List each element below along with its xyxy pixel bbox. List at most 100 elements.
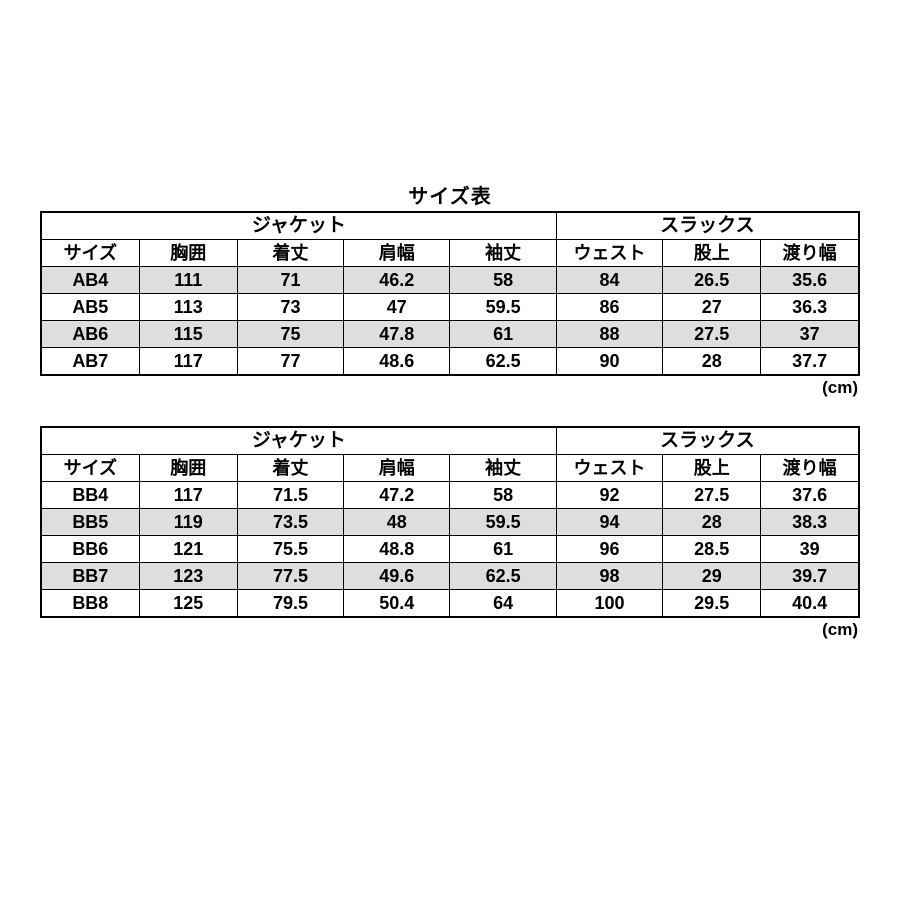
col-length: 着丈 (237, 240, 343, 267)
table-row: BB612175.548.8619628.539 (41, 536, 859, 563)
col-waist: ウェスト (556, 455, 662, 482)
table-cell: 49.6 (344, 563, 450, 590)
table-cell: 113 (139, 294, 237, 321)
table-cell: 115 (139, 321, 237, 348)
col-chest: 胸囲 (139, 455, 237, 482)
table-cell: 46.2 (344, 267, 450, 294)
table-cell: 125 (139, 590, 237, 618)
col-size: サイズ (41, 455, 139, 482)
col-thigh: 渡り幅 (761, 455, 859, 482)
table-cell: 96 (556, 536, 662, 563)
table-cell: 50.4 (344, 590, 450, 618)
table-cell: BB4 (41, 482, 139, 509)
table-cell: 28 (663, 348, 761, 376)
table-cell: 26.5 (663, 267, 761, 294)
group-header-slacks: スラックス (556, 212, 859, 240)
table-cell: 37.6 (761, 482, 859, 509)
table-cell: 92 (556, 482, 662, 509)
table-cell: 47 (344, 294, 450, 321)
col-rise: 股上 (663, 240, 761, 267)
col-length: 着丈 (237, 455, 343, 482)
table-row: BB712377.549.662.5982939.7 (41, 563, 859, 590)
table-cell: 37 (761, 321, 859, 348)
table-row: BB812579.550.46410029.540.4 (41, 590, 859, 618)
page: サイズ表 ジャケット スラックス サイズ 胸囲 着丈 肩幅 袖丈 ウェスト 股上… (0, 0, 900, 900)
table-cell: 27.5 (663, 482, 761, 509)
group-header-jacket: ジャケット (41, 212, 556, 240)
column-header-row: サイズ 胸囲 着丈 肩幅 袖丈 ウェスト 股上 渡り幅 (41, 240, 859, 267)
table-cell: 27 (663, 294, 761, 321)
table-cell: 90 (556, 348, 662, 376)
table-cell: AB6 (41, 321, 139, 348)
table-cell: 121 (139, 536, 237, 563)
table-gap (40, 398, 860, 426)
table-cell: 86 (556, 294, 662, 321)
table-cell: 36.3 (761, 294, 859, 321)
table-cell: 35.6 (761, 267, 859, 294)
table-cell: 98 (556, 563, 662, 590)
table-cell: 58 (450, 267, 556, 294)
table-cell: 73.5 (237, 509, 343, 536)
table-cell: 28 (663, 509, 761, 536)
table-cell: 28.5 (663, 536, 761, 563)
table-row: AB5113734759.5862736.3 (41, 294, 859, 321)
table-cell: BB6 (41, 536, 139, 563)
group-header-row: ジャケット スラックス (41, 427, 859, 455)
table-cell: 79.5 (237, 590, 343, 618)
table-cell: 75.5 (237, 536, 343, 563)
table-cell: 47.8 (344, 321, 450, 348)
column-header-row: サイズ 胸囲 着丈 肩幅 袖丈 ウェスト 股上 渡り幅 (41, 455, 859, 482)
table-cell: 75 (237, 321, 343, 348)
table1-body: AB41117146.2588426.535.6AB5113734759.586… (41, 267, 859, 376)
table-cell: 123 (139, 563, 237, 590)
table-cell: 48.6 (344, 348, 450, 376)
table-cell: 77.5 (237, 563, 343, 590)
table-cell: 48 (344, 509, 450, 536)
table-cell: 27.5 (663, 321, 761, 348)
table-cell: 29.5 (663, 590, 761, 618)
table-cell: 88 (556, 321, 662, 348)
table-cell: 38.3 (761, 509, 859, 536)
table-row: BB411771.547.2589227.537.6 (41, 482, 859, 509)
col-sleeve: 袖丈 (450, 240, 556, 267)
table-row: AB61157547.8618827.537 (41, 321, 859, 348)
table-cell: 61 (450, 536, 556, 563)
table-cell: 61 (450, 321, 556, 348)
table-cell: AB4 (41, 267, 139, 294)
page-title: サイズ表 (40, 180, 860, 209)
table-cell: AB7 (41, 348, 139, 376)
table-cell: 71 (237, 267, 343, 294)
col-rise: 股上 (663, 455, 761, 482)
table-row: AB41117146.2588426.535.6 (41, 267, 859, 294)
table-cell: 100 (556, 590, 662, 618)
table-cell: 59.5 (450, 509, 556, 536)
unit-label-2: (cm) (40, 620, 858, 640)
table-cell: 84 (556, 267, 662, 294)
table-row: AB71177748.662.5902837.7 (41, 348, 859, 376)
col-shoulder: 肩幅 (344, 240, 450, 267)
table-cell: 37.7 (761, 348, 859, 376)
col-size: サイズ (41, 240, 139, 267)
table-cell: 58 (450, 482, 556, 509)
table-cell: 119 (139, 509, 237, 536)
table-cell: 94 (556, 509, 662, 536)
table-cell: 29 (663, 563, 761, 590)
table-cell: 117 (139, 348, 237, 376)
table-cell: 40.4 (761, 590, 859, 618)
table-cell: BB7 (41, 563, 139, 590)
table-cell: 64 (450, 590, 556, 618)
table-cell: 73 (237, 294, 343, 321)
col-chest: 胸囲 (139, 240, 237, 267)
table-cell: 39.7 (761, 563, 859, 590)
table-cell: 62.5 (450, 563, 556, 590)
col-shoulder: 肩幅 (344, 455, 450, 482)
table-cell: 39 (761, 536, 859, 563)
table-cell: 48.8 (344, 536, 450, 563)
table-cell: 59.5 (450, 294, 556, 321)
unit-label-1: (cm) (40, 378, 858, 398)
table-cell: 62.5 (450, 348, 556, 376)
table-cell: 71.5 (237, 482, 343, 509)
col-waist: ウェスト (556, 240, 662, 267)
table-cell: BB8 (41, 590, 139, 618)
col-sleeve: 袖丈 (450, 455, 556, 482)
